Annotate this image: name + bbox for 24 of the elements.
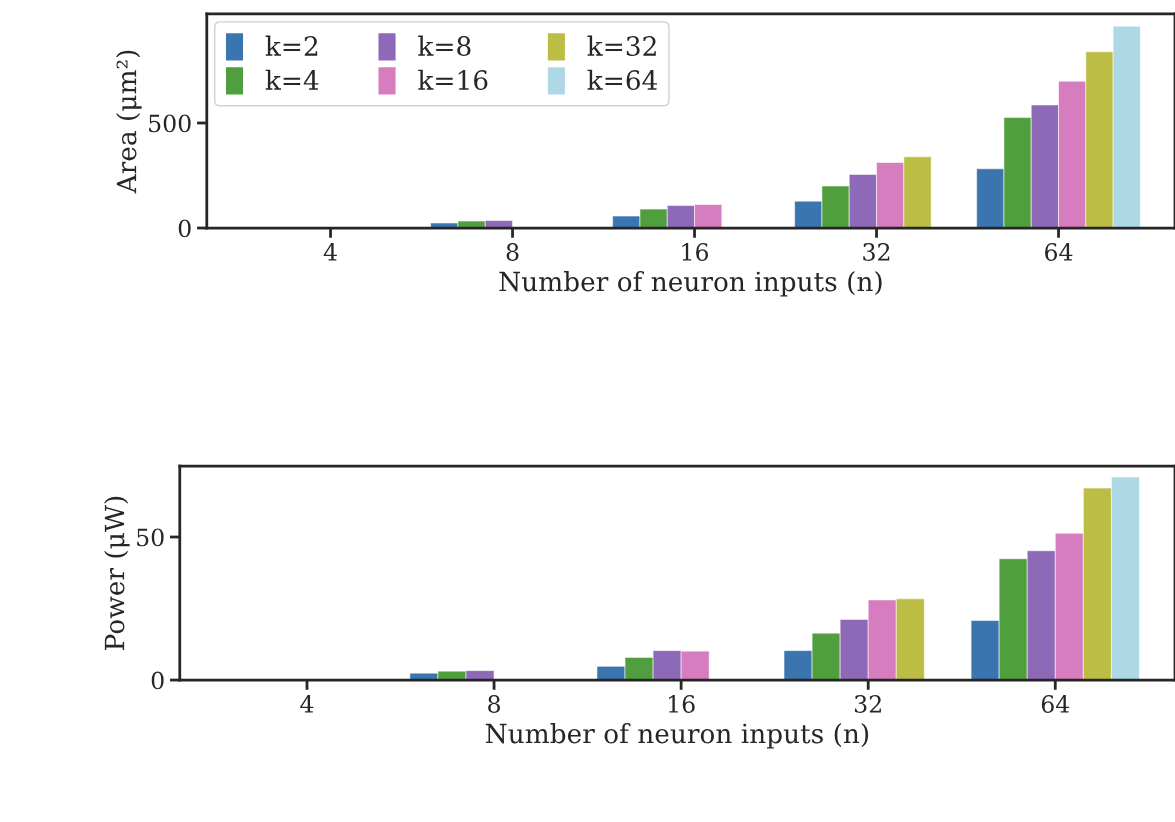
x-tick-label: 4 — [323, 243, 337, 261]
x-tick-label: 32 — [863, 243, 890, 261]
y-tick-label: 0 — [178, 219, 191, 238]
x-tick-label: 32 — [854, 695, 881, 713]
y-axis-title: Power (μW) — [104, 496, 130, 650]
x-axis-title: Number of neuron inputs (n) — [485, 723, 869, 749]
x-tick-label: 16 — [682, 243, 709, 261]
y-axis-title: Area (μm²) — [116, 50, 142, 194]
x-tick-label: 8 — [488, 695, 500, 713]
x-tick-label: 4 — [300, 695, 314, 713]
x-tick-label: 64 — [1045, 243, 1073, 261]
y-tick-label: 50 — [137, 528, 164, 547]
x-tick-label: 16 — [668, 695, 695, 713]
legend-label: k=8 — [418, 35, 471, 57]
x-axis-title: Number of neuron inputs (n) — [499, 271, 882, 297]
y-tick-label: 500 — [149, 114, 191, 133]
legend-label: k=4 — [265, 69, 319, 90]
x-tick-label: 8 — [506, 243, 519, 261]
legend-label: k=16 — [418, 69, 488, 91]
legend-label: k=32 — [587, 35, 656, 57]
legend-label: k=2 — [265, 35, 318, 56]
y-tick-label: 0 — [151, 671, 164, 690]
legend-label: k=64 — [587, 69, 658, 91]
x-tick-label: 64 — [1041, 695, 1070, 713]
